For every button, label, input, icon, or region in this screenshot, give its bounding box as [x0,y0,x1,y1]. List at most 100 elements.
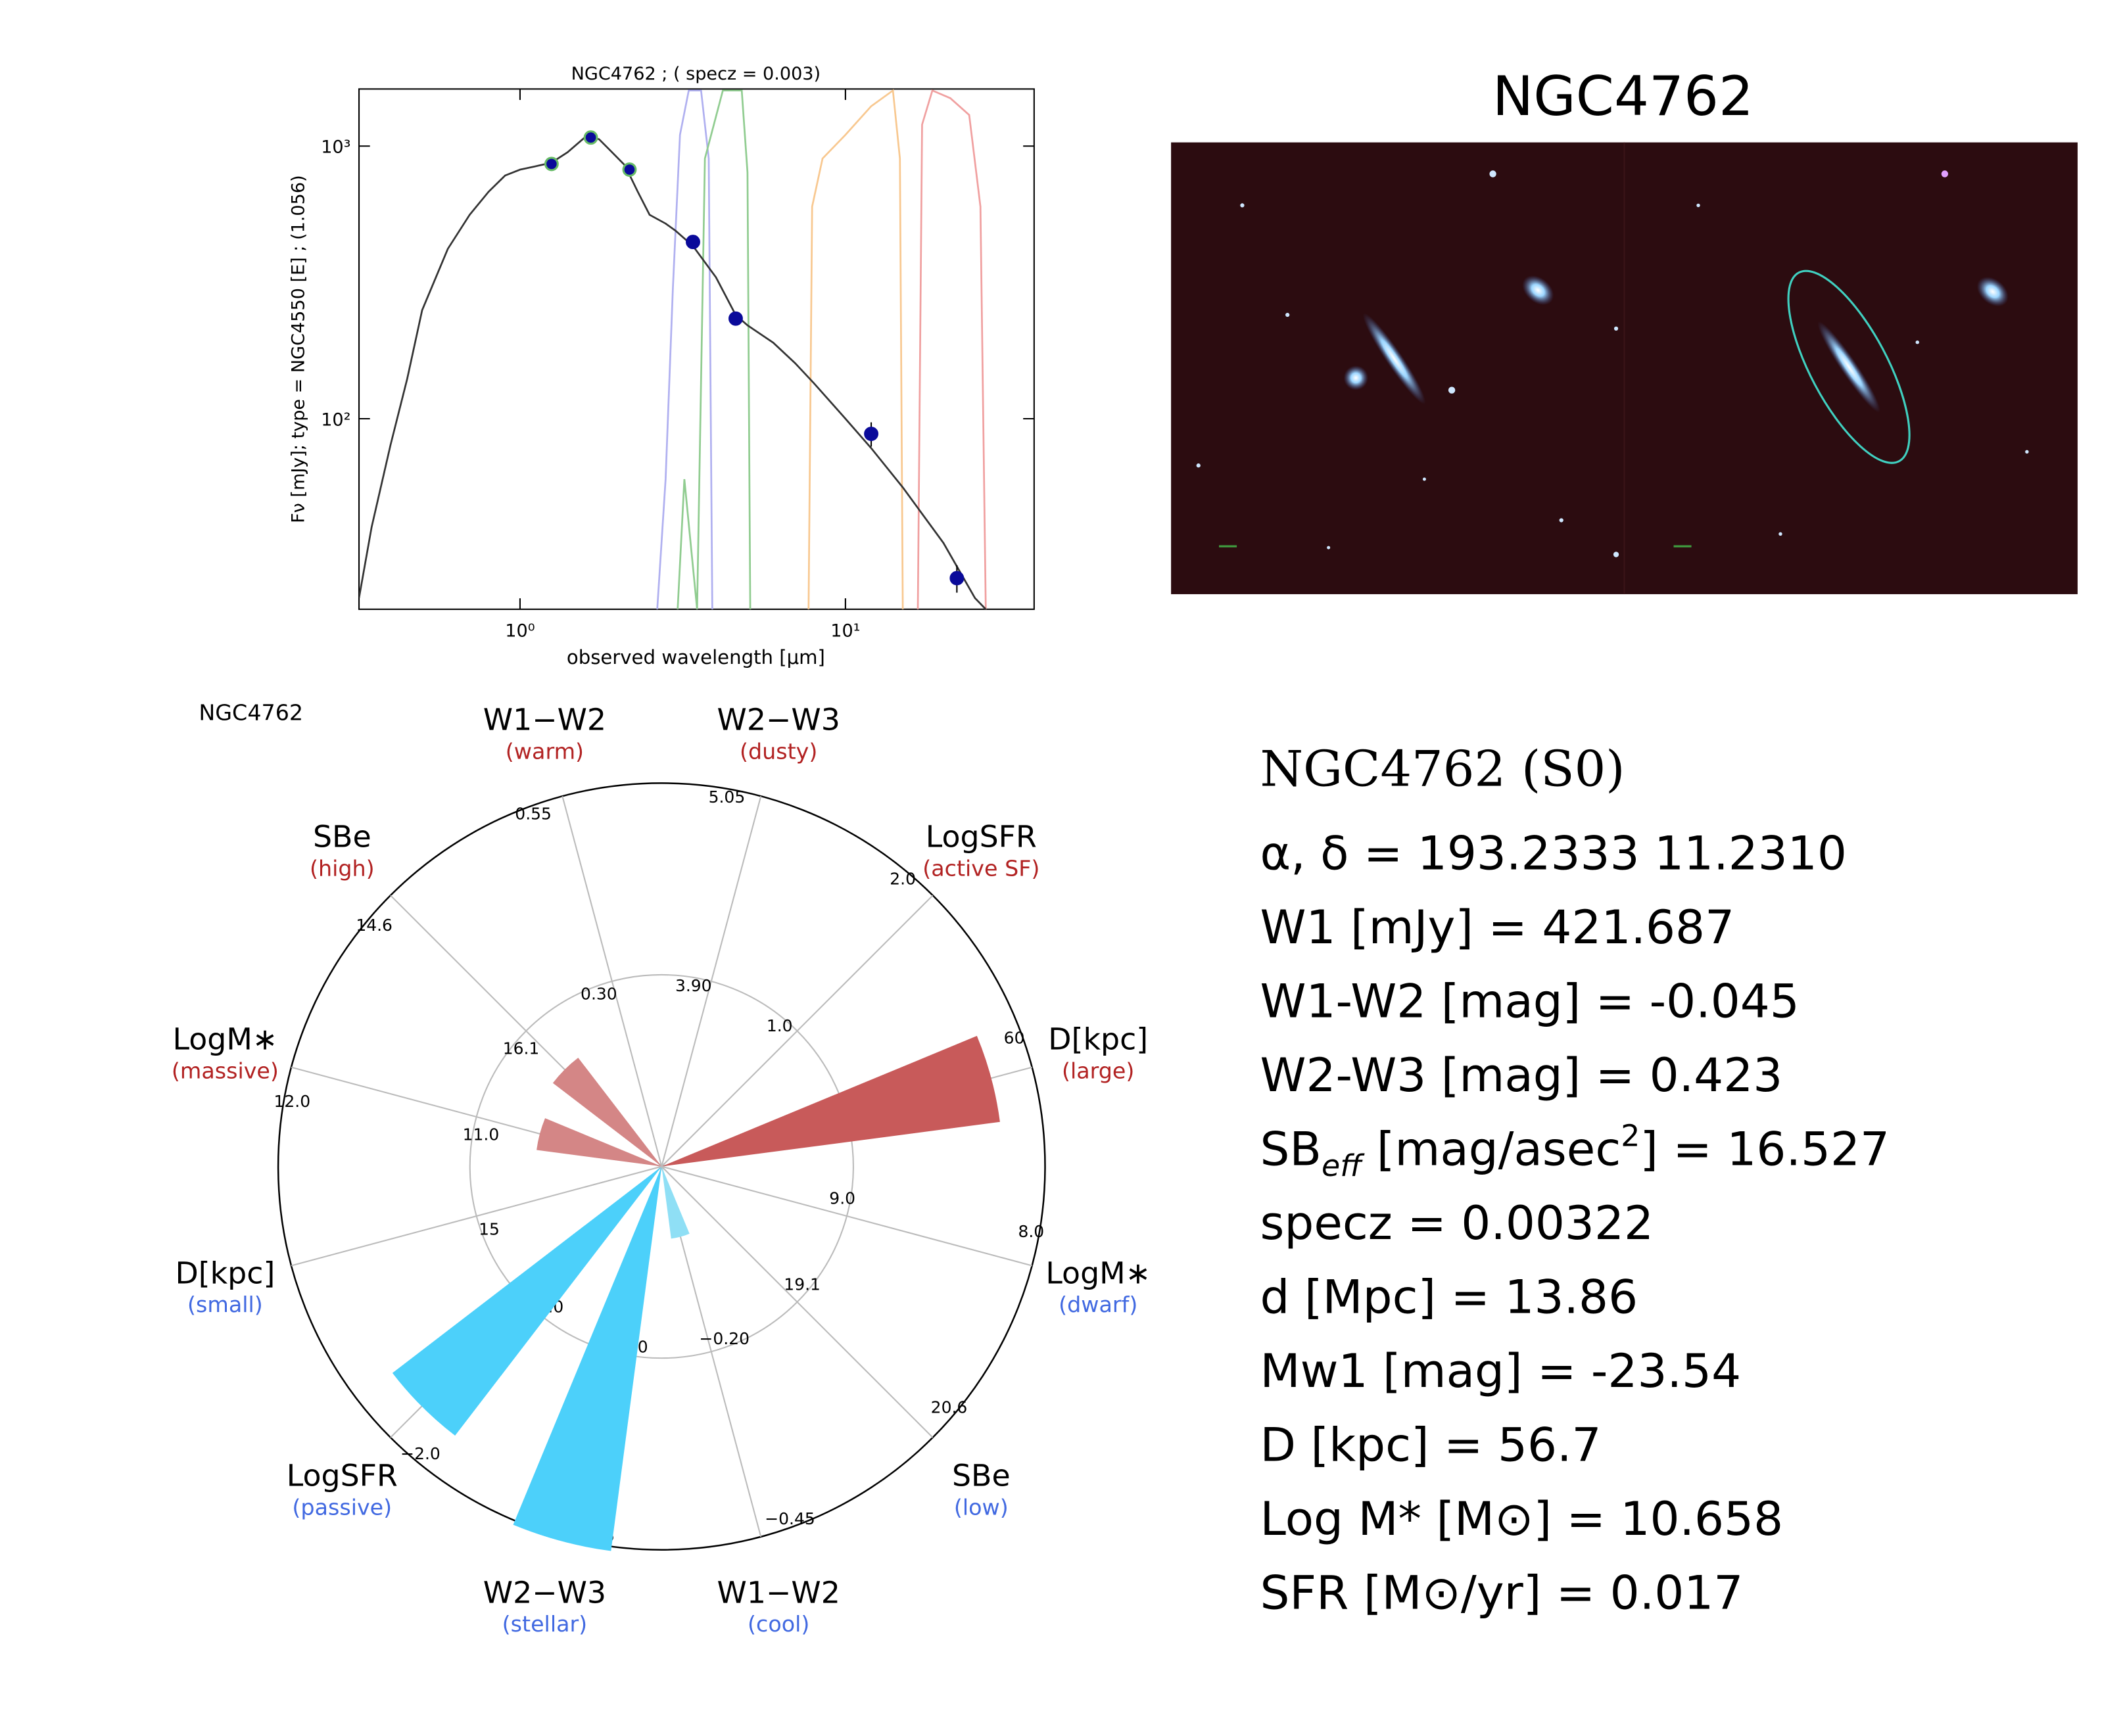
tick-label: 3.90 [675,976,712,995]
axis-sublabel: (passive) [292,1494,392,1520]
data-point [622,162,637,177]
axis-sublabel: (large) [1062,1058,1134,1083]
series-line [677,89,751,609]
galaxy [1817,321,1880,413]
tick-label: 20.6 [931,1398,968,1417]
info-line: SBeff [mag/asec2] = 16.527 [1260,1117,1890,1183]
bar [661,1035,1000,1167]
bar [661,1166,690,1239]
data-point [864,427,879,441]
y-tick-label: 10² [321,410,350,430]
info-text: ] = 16.527 [1640,1121,1890,1176]
info-line: specz = 0.00322 [1260,1196,1654,1250]
info-line: Log M* [M⊙] = 10.658 [1260,1491,1784,1546]
x-axis-label: observed wavelength [μm] [567,646,825,669]
axis-name: LogM∗ [1045,1255,1151,1290]
y-tick-label: 10³ [321,137,350,158]
data-point [544,156,559,172]
info-line: W1-W2 [mag] = -0.045 [1260,974,1800,1029]
axis-name: W1−W2 [717,1574,840,1610]
spoke [390,895,934,1438]
x-tick-label: 10⁰ [505,621,535,642]
tick-label: 9.0 [829,1188,855,1208]
galaxy [1362,313,1426,405]
axis-name: LogM∗ [173,1021,278,1057]
info-title: NGC4762 (S0) [1260,740,1625,798]
axis-name: LogSFR [287,1458,398,1493]
tick-label: 16.1 [503,1039,540,1058]
data-point [949,571,965,586]
axis-name: W2−W3 [483,1574,606,1610]
data-point [686,235,700,250]
tick-label: 19.1 [784,1275,821,1294]
series-line [807,89,904,609]
tick-label: 60 [1004,1029,1025,1048]
axis-sublabel: (active SF) [922,855,1039,881]
radar-panel: NGC4762 −0.45−0.200.300.55W1−W2(warm)W1−… [172,700,1151,1637]
radar-title: NGC4762 [199,700,303,726]
info-line: D [kpc] = 56.7 [1260,1417,1602,1472]
axis-sublabel: (stellar) [502,1611,588,1637]
info-line: α, δ = 193.2333 11.2310 [1260,826,1847,881]
axis-sublabel: (massive) [172,1058,279,1083]
sed-title: NGC4762 ; ( specz = 0.003) [571,64,821,84]
outer-ring [277,782,1046,1551]
axis-name: D[kpc] [1048,1021,1148,1057]
tick-label: 14.6 [356,916,393,935]
axis-sublabel: (warm) [506,738,584,764]
tick-label: 12.0 [274,1092,310,1111]
data-point [728,311,743,326]
info-line: W1 [mJy] = 421.687 [1260,900,1735,954]
tick-label: −2.0 [400,1444,441,1463]
axis-sublabel: (low) [954,1494,1009,1520]
info-panel: NGC4762 (S0) α, δ = 193.2333 11.2310 W1 … [1260,740,1890,1620]
info-superscript: 2 [1621,1117,1640,1153]
stars [1196,170,2029,557]
series-line [917,89,987,609]
tick-label: 0.55 [515,805,552,824]
tick-label: 11.0 [463,1125,500,1144]
info-line: SFR [M⊙/yr] = 0.017 [1260,1565,1744,1620]
galaxy [1522,275,1554,306]
axis-name: SBe [952,1458,1011,1493]
info-line: Mw1 [mag] = -23.54 [1260,1344,1742,1398]
info-line: d [Mpc] = 13.86 [1260,1269,1638,1324]
info-text: SB [1260,1121,1322,1176]
info-line: W2-W3 [mag] = 0.423 [1260,1048,1783,1102]
axis-name: D[kpc] [175,1255,275,1290]
image-title: NGC4762 [1492,64,1753,128]
inner-ring [469,974,854,1359]
bar [552,1058,662,1167]
galaxy [1976,277,2009,307]
image-panel: NGC4762 [1171,64,2078,594]
axis-sublabel: (dwarf) [1059,1292,1137,1317]
bar [513,1166,662,1551]
aperture-ellipse [1787,270,1911,464]
tick-label: −0.20 [699,1329,750,1348]
bar [392,1166,662,1436]
tick-label: 8.0 [1018,1222,1044,1241]
axis-name: SBe [313,819,371,855]
tick-label: 0.30 [581,985,617,1004]
axis-sublabel: (cool) [748,1611,809,1637]
x-tick-label: 10¹ [830,621,860,642]
data-point [583,130,598,145]
info-subscript: eff [1322,1148,1365,1183]
tick-label: 1.0 [767,1016,793,1035]
axis-name: LogSFR [926,819,1037,855]
star [1343,365,1369,390]
tick-label: 5.05 [709,787,746,807]
axis-name: W2−W3 [717,702,840,738]
tick-label: −0.45 [765,1509,815,1528]
sed-panel: NGC4762 ; ( specz = 0.003) observed wave… [289,64,1035,669]
y-axis-label: Fν [mJy]; type = NGC4550 [E] ; (1.056) [289,175,309,523]
tick-label: 2.0 [890,870,916,889]
plot-area [359,89,987,609]
series-line [359,135,987,609]
info-text: [mag/asec [1362,1121,1621,1176]
axis-name: W1−W2 [483,702,606,738]
axis-sublabel: (small) [187,1292,263,1317]
axis-sublabel: (high) [310,855,375,881]
